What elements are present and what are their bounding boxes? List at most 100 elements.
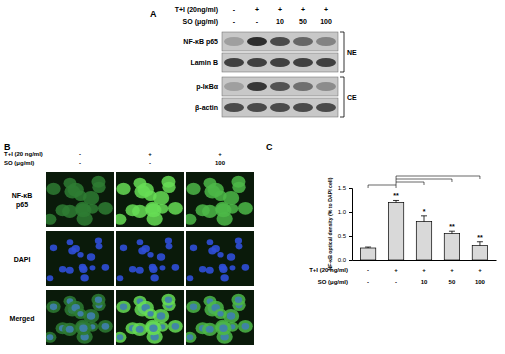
condition-name: SO (μg/ml) xyxy=(183,18,218,26)
significance: ** xyxy=(393,192,399,199)
band xyxy=(316,82,336,91)
cell xyxy=(238,202,253,215)
nucleus xyxy=(217,311,223,317)
y-tick: 1.5 xyxy=(338,185,352,191)
nucleus xyxy=(147,252,153,258)
nucleus xyxy=(206,267,214,274)
micrograph xyxy=(46,231,114,286)
error-bar xyxy=(449,231,455,233)
fraction-name: CE xyxy=(347,94,357,101)
significance: ** xyxy=(449,223,455,230)
cell xyxy=(168,320,183,333)
condition-value: - xyxy=(256,18,259,25)
cell xyxy=(231,294,245,306)
cell xyxy=(144,191,156,202)
blot-strip xyxy=(222,32,338,51)
y-tick-label: 1.5 xyxy=(338,185,347,191)
condition-value: - xyxy=(367,279,369,285)
cell xyxy=(46,301,60,313)
x-axis-line xyxy=(353,260,497,261)
band xyxy=(247,103,267,112)
nucleus xyxy=(120,304,127,311)
nucleus xyxy=(117,275,124,281)
nucleus xyxy=(137,239,144,245)
nucleus xyxy=(66,326,74,333)
nucleus xyxy=(187,334,194,340)
nucleus xyxy=(50,304,57,311)
condition-value: - xyxy=(367,267,369,273)
nucleus xyxy=(236,243,243,249)
cell xyxy=(214,309,226,320)
row-label: DAPI xyxy=(14,256,31,263)
bar xyxy=(472,246,487,260)
cell xyxy=(116,183,130,195)
nucleus xyxy=(66,267,74,274)
cell xyxy=(214,191,226,202)
cell xyxy=(46,214,56,225)
comparison-bracket xyxy=(396,176,480,179)
panel-label: A xyxy=(150,9,157,19)
band xyxy=(293,37,313,46)
nucleus xyxy=(149,266,157,273)
cell xyxy=(75,203,91,217)
error-bar xyxy=(421,216,427,222)
cell xyxy=(98,202,113,215)
nucleus xyxy=(165,238,172,244)
nucleus xyxy=(117,334,124,340)
nucleus xyxy=(190,245,197,252)
cell xyxy=(98,320,113,333)
band xyxy=(224,58,244,67)
y-tick: 0.5 xyxy=(338,233,352,239)
nucleus xyxy=(149,325,157,332)
condition-value: 10 xyxy=(421,279,428,285)
band xyxy=(247,37,267,46)
micrograph xyxy=(184,290,254,345)
blot-strip xyxy=(222,53,338,72)
y-tick: 0.0 xyxy=(338,257,352,263)
condition-value: 100 xyxy=(215,160,226,166)
nucleus xyxy=(242,264,250,271)
micrograph-bg xyxy=(46,231,114,286)
bar xyxy=(444,234,459,260)
cell xyxy=(202,205,217,218)
nucleus xyxy=(136,267,144,274)
band xyxy=(270,82,290,91)
cell xyxy=(168,202,183,215)
y-tick-label: 1.0 xyxy=(338,209,347,215)
condition-value: + xyxy=(278,6,282,13)
condition-value: 100 xyxy=(475,279,486,285)
bar xyxy=(388,202,403,260)
comparison-bracket xyxy=(368,185,396,188)
cell xyxy=(116,332,126,343)
band xyxy=(247,58,267,67)
band xyxy=(224,103,244,112)
cell xyxy=(144,309,156,320)
cell xyxy=(215,321,231,335)
nucleus xyxy=(50,245,57,252)
y-axis-line xyxy=(349,189,353,261)
panel-label: C xyxy=(266,142,273,152)
cell xyxy=(186,214,196,225)
band xyxy=(224,82,244,91)
micrograph-bg xyxy=(116,231,184,286)
band xyxy=(316,58,336,67)
nucleus xyxy=(220,274,228,281)
cell xyxy=(161,176,175,188)
nucleus xyxy=(129,266,136,272)
bar xyxy=(416,222,431,260)
band xyxy=(293,103,313,112)
cell xyxy=(62,323,77,336)
condition-value: - xyxy=(233,6,236,13)
condition-name: T+I (20ng/ml) xyxy=(175,6,218,14)
nucleus xyxy=(87,312,95,319)
band-name: β-actin xyxy=(195,104,218,112)
error-bar xyxy=(365,247,371,249)
nucleus xyxy=(227,312,235,319)
nucleus xyxy=(102,264,110,271)
nucleus xyxy=(157,312,165,319)
cell xyxy=(74,309,86,320)
nucleus xyxy=(219,325,227,332)
cell xyxy=(75,321,91,335)
nucleus xyxy=(235,297,242,303)
nucleus xyxy=(90,265,96,270)
